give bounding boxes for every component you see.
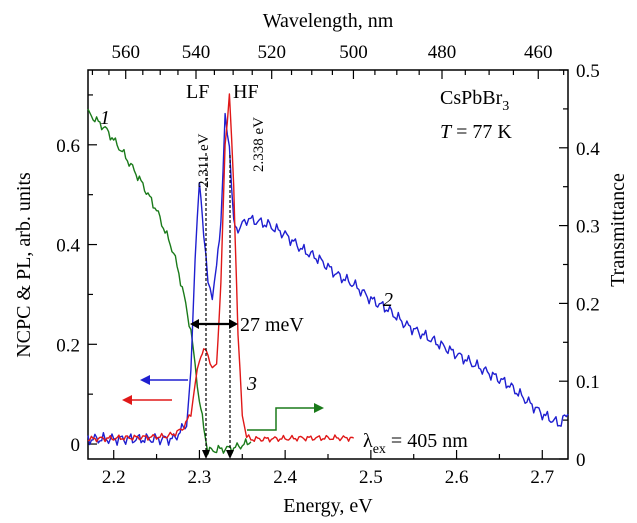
fwhm-label: 27 meV [240, 314, 304, 336]
top-tick-label: 460 [524, 42, 553, 63]
blue-left-axis-arrow [140, 375, 188, 385]
curve-2-label: 2 [383, 289, 393, 311]
y-right-tick-label: 0 [576, 450, 586, 471]
top-tick-label: 560 [111, 42, 140, 63]
series-1-line [87, 108, 252, 455]
tick-labels: 2.2 2.3 2.4 2.5 2.6 2.7 560 540 520 500 480 460 0 0.2… [56, 42, 600, 488]
y-left-tick-label: 0.6 [56, 136, 80, 157]
fwhm-arrowhead-right [229, 319, 238, 329]
x-tick-label: 2.7 [530, 467, 554, 488]
top-tick-label: 480 [428, 42, 457, 63]
curve-3-label: 3 [246, 373, 257, 395]
series-2-line [87, 112, 569, 446]
series-layer [87, 93, 569, 455]
excitation-label: λex = 405 nm [363, 430, 468, 457]
hf-label: HF [233, 81, 259, 103]
temperature-label: T = 77 K [440, 121, 512, 143]
x-tick-label: 2.5 [359, 467, 383, 488]
y-left-tick-label: 0.2 [56, 335, 80, 356]
y-right-tick-label: 0.4 [576, 139, 600, 160]
hf-marker-arrowhead [226, 450, 234, 459]
lf-marker-arrowhead [202, 450, 210, 459]
series-3-line [87, 93, 354, 443]
lf-energy-label: 2.311 eV [196, 133, 212, 188]
ticks [88, 69, 568, 460]
hf-energy-label: 2.338 eV [251, 117, 267, 172]
fwhm-arrowhead-left [190, 319, 199, 329]
y-left-axis-title: NCPC & PL, arb. units [13, 172, 35, 358]
material-label: CsPbBr3 [440, 87, 509, 114]
x-axis-title: Energy, eV [283, 495, 373, 517]
y-left-tick-label: 0 [71, 435, 81, 456]
curve-1-label: 1 [100, 107, 110, 129]
top-tick-label: 500 [339, 42, 368, 63]
y-right-tick-label: 0.2 [576, 294, 600, 315]
x-tick-label: 2.2 [102, 467, 126, 488]
top-axis-title: Wavelength, nm [263, 10, 394, 32]
x-tick-label: 2.4 [273, 467, 297, 488]
y-right-tick-label: 0.3 [576, 217, 600, 238]
green-right-axis-arrow [247, 403, 324, 431]
x-tick-label: 2.6 [445, 467, 469, 488]
top-tick-label: 540 [182, 42, 211, 63]
y-right-tick-label: 0.5 [576, 61, 600, 82]
y-right-axis-title: Transmittance [607, 173, 629, 287]
y-right-tick-label: 0.1 [576, 372, 600, 393]
lf-label: LF [186, 81, 209, 103]
red-left-axis-arrow [122, 395, 172, 405]
top-tick-label: 520 [257, 42, 286, 63]
x-tick-label: 2.3 [188, 467, 212, 488]
y-left-tick-label: 0.4 [56, 236, 80, 257]
